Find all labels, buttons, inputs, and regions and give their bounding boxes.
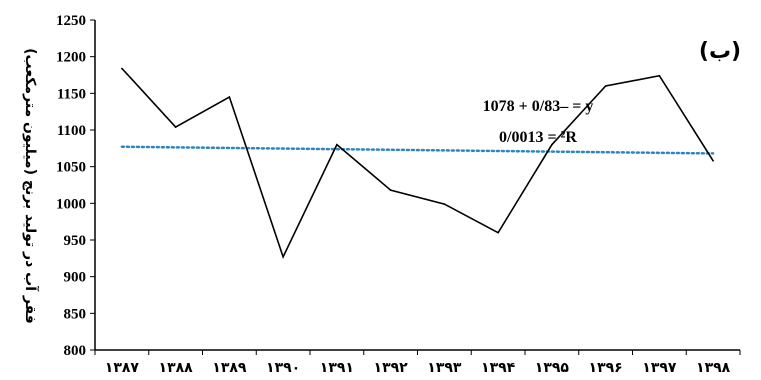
y-tick-label: 1250	[56, 13, 86, 29]
data-point	[282, 256, 284, 258]
series-line	[121, 67, 714, 259]
y-axis-label: فقر آب در تولید برنج (میلیون مترمکعب)	[22, 48, 40, 324]
x-tick-label: ۱۳۹۸	[696, 360, 731, 376]
x-tick-label: ۱۳۹۷	[642, 360, 677, 376]
x-tick-label: ۱۳۸۹	[212, 360, 247, 376]
x-tick-label: ۱۳۹۳	[427, 360, 462, 376]
x-tick-label: ۱۳۹۱	[320, 360, 354, 376]
y-tick-label: 850	[64, 306, 87, 322]
data-point	[497, 231, 499, 234]
y-tick-labels: 800 850 900 950 1000 1050 1100 1150 1200 1250	[56, 13, 95, 359]
data-point	[712, 160, 714, 162]
y-tick-label: 1150	[57, 86, 86, 102]
x-tick-label: ۱۳۹۲	[374, 360, 409, 376]
y-axis-label-group: فقر آب در تولید برنج (میلیون مترمکعب)	[22, 48, 40, 324]
x-tick-label: ۱۳۸۷	[105, 360, 140, 376]
data-point	[121, 67, 123, 70]
y-tick-label: 1000	[56, 196, 86, 212]
x-tick-label: ۱۳۹۴	[481, 360, 516, 376]
x-tick-label: ۱۳۹۵	[535, 360, 570, 376]
x-tick-label: ۱۳۸۸	[159, 360, 194, 376]
x-tick-labels: ۱۳۸۷ ۱۳۸۸ ۱۳۸۹ ۱۳۹۰ ۱۳۹۱ ۱۳۹۲ ۱۳۹۳ ۱۳۹۴ ۱۳۹۵ ۱۳۹۶…	[94, 350, 741, 376]
axes	[94, 20, 740, 351]
y-tick-label: 950	[64, 233, 87, 249]
trend-equation: 1078 + 0/83– = y	[483, 98, 594, 115]
x-tick-label: ۱۳۹۰	[266, 360, 300, 376]
data-point	[443, 203, 446, 205]
data-point	[658, 74, 661, 77]
data-point	[551, 143, 553, 146]
y-tick-label: 900	[64, 270, 87, 286]
y-tick-label: 1100	[57, 123, 86, 139]
data-point	[174, 126, 177, 128]
data-point	[228, 96, 231, 98]
trendline-group	[120, 145, 715, 155]
data-point	[604, 85, 607, 87]
trendline	[120, 145, 715, 155]
data-point	[389, 189, 392, 191]
x-tick-label: ۱۳۹۶	[589, 360, 623, 376]
y-tick-label: 1050	[56, 160, 86, 176]
y-tick-label: 800	[64, 343, 87, 359]
panel-label: (ب)	[699, 39, 741, 64]
series-group	[121, 67, 714, 259]
r-squared-label: 0/0013 = ²R	[499, 129, 577, 146]
data-point	[336, 143, 338, 146]
y-tick-label: 1200	[56, 50, 86, 66]
